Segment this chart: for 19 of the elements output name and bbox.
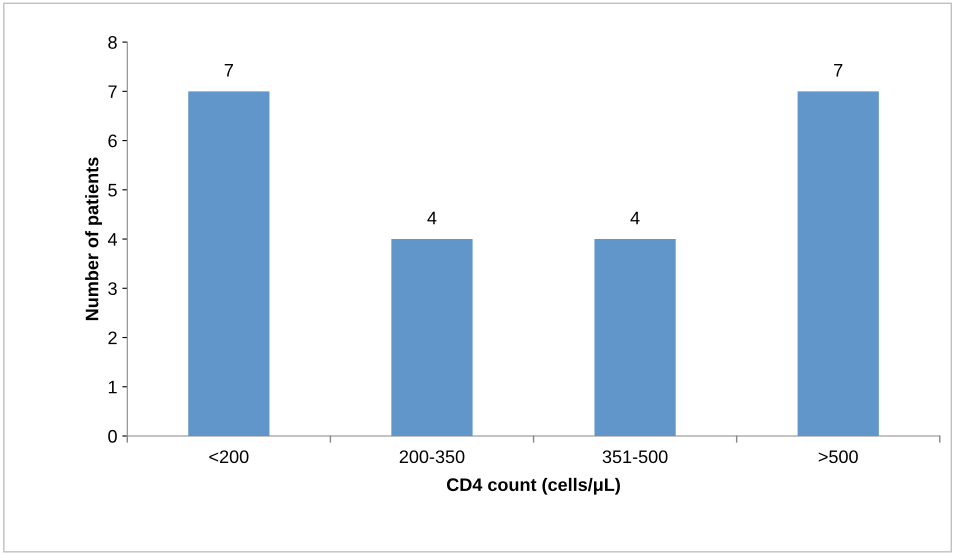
y-tick-label: 2 — [108, 331, 117, 344]
y-tick-label: 7 — [108, 85, 117, 98]
y-tick-label: 5 — [108, 184, 117, 197]
data-label: 4 — [630, 212, 640, 224]
y-tick-label: 6 — [108, 134, 117, 148]
x-tick-label: <200 — [209, 450, 248, 464]
y-tick-label: 0 — [108, 430, 117, 443]
y-tick-label: 8 — [108, 36, 117, 49]
y-tick-label: 3 — [108, 282, 117, 296]
x-tick-label: 200-350 — [400, 450, 464, 464]
data-label: 4 — [427, 212, 436, 224]
data-label: 7 — [834, 64, 842, 76]
y-tick-label: 4 — [108, 233, 118, 246]
x-tick-label: >500 — [818, 450, 858, 464]
x-axis-title: CD4 count (cells/μL) — [446, 478, 620, 495]
x-tick-label: 351-500 — [602, 450, 668, 464]
y-tick-label: 1 — [108, 380, 117, 394]
y-axis-title: Number of patients — [85, 158, 102, 320]
data-label: 7 — [224, 64, 233, 76]
